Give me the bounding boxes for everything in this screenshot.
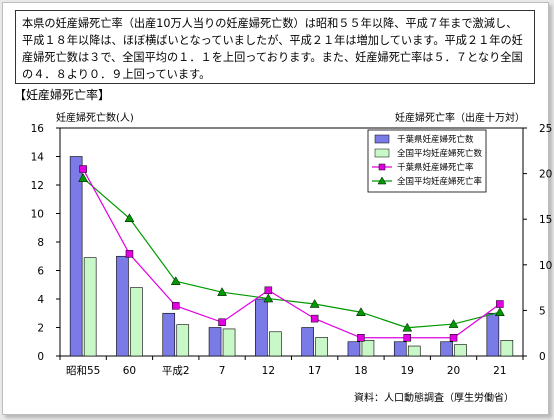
point-national-rate bbox=[448, 319, 459, 328]
right-axis-title: 妊産婦死亡率（出産十万対） bbox=[395, 111, 525, 124]
x-tick-label: 60 bbox=[123, 365, 136, 377]
right-tick-label: 10 bbox=[539, 260, 552, 272]
x-tick-label: 7 bbox=[219, 365, 226, 377]
legend-label: 千葉県妊産婦死亡数 bbox=[397, 134, 474, 145]
right-tick-label: 20 bbox=[539, 169, 552, 181]
point-chiba-rate bbox=[496, 300, 504, 308]
legend-label: 全国平均妊産婦死亡数 bbox=[397, 148, 483, 159]
left-tick-label: 0 bbox=[37, 351, 44, 363]
point-chiba-rate bbox=[218, 318, 226, 327]
bar-national-count bbox=[407, 345, 421, 357]
point-national-rate bbox=[78, 173, 89, 182]
bar-chiba-count bbox=[347, 341, 361, 357]
right-tick-label: 15 bbox=[539, 214, 552, 226]
legend-marker bbox=[378, 163, 386, 171]
point-chiba-rate bbox=[449, 334, 458, 342]
bar-chiba-count bbox=[116, 255, 129, 357]
point-national-rate bbox=[402, 322, 413, 332]
x-tick-label: 12 bbox=[262, 365, 275, 377]
point-chiba-rate bbox=[172, 302, 180, 310]
point-chiba-rate bbox=[357, 334, 365, 342]
legend-label: 千葉県妊産婦死亡率 bbox=[397, 162, 474, 173]
line-national-rate bbox=[82, 177, 500, 329]
point-chiba-rate bbox=[310, 314, 319, 323]
bar-chiba-count bbox=[440, 341, 453, 357]
source-note: 資料：人口動態調査（厚生労働省） bbox=[354, 391, 514, 404]
bar-national-count bbox=[176, 324, 190, 357]
right-tick-label: 25 bbox=[539, 123, 552, 135]
left-tick-label: 6 bbox=[37, 266, 44, 278]
bar-chiba-count bbox=[162, 312, 176, 357]
x-tick-label: 平成2 bbox=[162, 365, 190, 377]
bar-chiba-count bbox=[486, 312, 500, 357]
x-tick-label: 17 bbox=[308, 365, 321, 377]
right-tick-label: 0 bbox=[539, 351, 546, 363]
point-national-rate bbox=[170, 276, 181, 285]
description-paragraph: 本県の妊産婦死亡率（出産10万人当りの妊産婦死亡数）は昭和５５年以降、平成７年ま… bbox=[15, 10, 535, 84]
bar-national-count bbox=[269, 331, 282, 357]
bar-national-count bbox=[454, 344, 467, 357]
bar-chiba-count bbox=[301, 327, 314, 357]
point-chiba-rate bbox=[79, 165, 87, 173]
bar-chiba-count bbox=[393, 341, 407, 357]
right-tick-label: 5 bbox=[539, 305, 546, 317]
left-tick-label: 2 bbox=[37, 323, 44, 335]
bar-chiba-count bbox=[208, 327, 222, 357]
left-axis-title: 妊産婦死亡数(人) bbox=[56, 111, 134, 124]
section-title: 【妊産婦死亡率】 bbox=[14, 88, 111, 102]
bar-national-count bbox=[222, 328, 236, 357]
x-tick-label: 18 bbox=[354, 365, 367, 377]
legend-swatch bbox=[374, 148, 390, 158]
bar-national-count bbox=[500, 340, 514, 357]
left-tick-label: 12 bbox=[31, 180, 44, 192]
point-national-rate bbox=[494, 307, 505, 316]
left-tick-label: 10 bbox=[31, 209, 44, 221]
x-tick-label: 19 bbox=[401, 365, 414, 377]
bar-national-count bbox=[361, 340, 375, 357]
x-tick-label: 21 bbox=[493, 365, 506, 377]
bar-chiba-count bbox=[69, 156, 83, 357]
legend-swatch bbox=[374, 134, 390, 144]
bar-national-count bbox=[315, 337, 328, 357]
point-national-rate bbox=[124, 213, 135, 223]
left-tick-label: 4 bbox=[37, 294, 44, 306]
bar-chiba-count bbox=[255, 298, 268, 357]
point-chiba-rate bbox=[125, 250, 134, 258]
x-tick-label: 昭和55 bbox=[66, 365, 100, 377]
x-tick-label: 20 bbox=[447, 365, 460, 377]
point-national-rate bbox=[356, 307, 366, 316]
left-tick-label: 8 bbox=[37, 237, 44, 249]
point-national-rate bbox=[263, 293, 274, 303]
left-tick-label: 16 bbox=[31, 123, 45, 135]
bar-national-count bbox=[130, 287, 143, 357]
line-chiba-rate bbox=[82, 168, 501, 339]
point-national-rate bbox=[217, 287, 227, 296]
legend-marker bbox=[377, 176, 387, 185]
point-national-rate bbox=[309, 299, 320, 308]
legend-label: 全国平均妊産婦死亡率 bbox=[397, 176, 483, 187]
bar-national-count bbox=[83, 257, 97, 357]
left-tick-label: 14 bbox=[31, 152, 45, 164]
point-chiba-rate bbox=[403, 334, 411, 342]
point-chiba-rate bbox=[264, 286, 273, 295]
